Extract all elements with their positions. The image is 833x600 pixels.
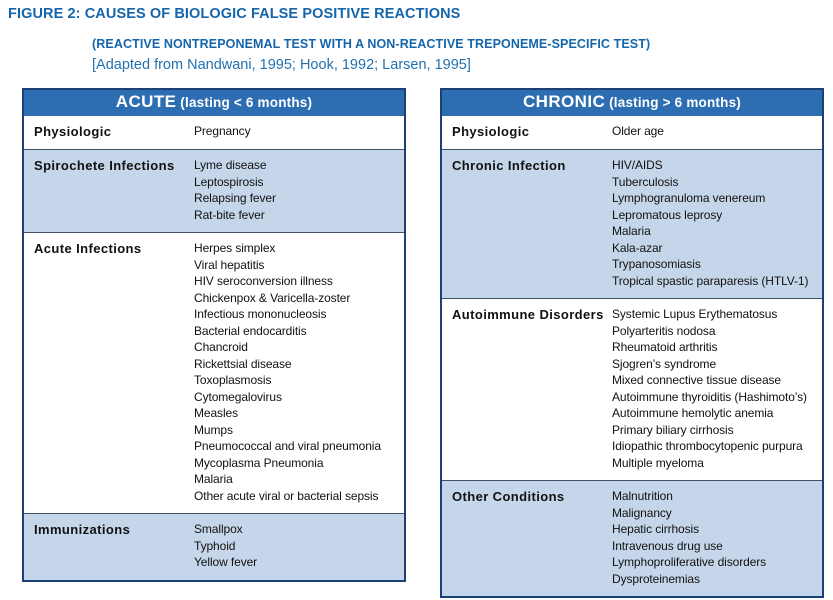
row-items-list: Smallpox Typhoid Yellow fever	[194, 514, 404, 580]
list-item: Mumps	[194, 422, 233, 437]
row-category-label: Immunizations	[34, 522, 131, 537]
list-item: Kala-azar	[612, 240, 663, 255]
list-item: Infectious mononucleosis	[194, 307, 327, 321]
list-item: Systemic Lupus Erythematosus	[612, 307, 778, 321]
row-category-label: Physiologic	[452, 124, 530, 139]
list-item: HIV/AIDS	[612, 158, 663, 172]
row-items-list: Pregnancy	[194, 116, 404, 149]
list-item: Lymphoproliferative disorders	[612, 555, 767, 569]
list-item: Lepromatous leprosy	[612, 207, 723, 222]
list-item: Autoimmune hemolytic anemia	[612, 406, 774, 420]
table-row: Acute Infections Herpes simplex Viral hepa…	[24, 232, 404, 513]
list-item: Older age	[612, 124, 664, 138]
list-item: Chancroid	[194, 340, 248, 354]
list-item: Trypanosomiasis	[612, 257, 701, 271]
list-item: Cytomegalovirus	[194, 389, 282, 404]
table-row: Spirochete Infections Lyme disease Leptosp…	[24, 149, 404, 232]
figure-title: FIGURE 2: CAUSES OF BIOLOGIC FALSE POSIT…	[8, 6, 461, 22]
list-item: Rheumatoid arthritis	[612, 340, 718, 354]
table-row: Physiologic Older age	[442, 116, 822, 149]
list-item: Mixed connective tissue disease	[612, 373, 781, 387]
table-row: Physiologic Pregnancy	[24, 116, 404, 149]
list-item: Intravenous drug use	[612, 538, 723, 553]
list-item: Sjogren’s syndrome	[612, 356, 717, 371]
list-item: Primary biliary cirrhosis	[612, 422, 734, 437]
list-item: Lymphogranuloma venereum	[612, 191, 766, 205]
list-item: Herpes simplex	[194, 241, 276, 255]
list-item: Pneumococcal and viral pneumonia	[194, 439, 381, 453]
chronic-table-header: CHRONIC (lasting > 6 months)	[442, 90, 822, 116]
chronic-table: CHRONIC (lasting > 6 months) Physiologic O…	[440, 88, 824, 598]
list-item: Multiple myeloma	[612, 455, 704, 470]
row-category-label: Other Conditions	[452, 489, 565, 504]
list-item: Tropical spastic paraparesis (HTLV-1)	[612, 273, 809, 288]
list-item: Rickettsial disease	[194, 356, 292, 371]
list-item: Dysproteinemias	[612, 571, 700, 586]
list-item: Other acute viral or bacterial sepsis	[194, 488, 379, 503]
list-item: Pregnancy	[194, 124, 251, 138]
list-item: Typhoid	[194, 538, 236, 553]
list-item: Idiopathic thrombocytopenic purpura	[612, 439, 803, 453]
figure-subtitle: (REACTIVE NONTREPONEMAL TEST WITH A NON-…	[92, 37, 651, 51]
row-items-list: Herpes simplex Viral hepatitis HIV serocon…	[194, 233, 404, 513]
list-item: Measles	[194, 406, 238, 420]
table-row: Other Conditions Malnutrition Malignancy He…	[442, 480, 822, 596]
list-item: Leptospirosis	[194, 174, 264, 189]
list-item: Polyarteritis nodosa	[612, 323, 716, 338]
list-item: Yellow fever	[194, 555, 258, 569]
row-category-label: Chronic Infection	[452, 158, 566, 173]
row-category-label: Spirochete Infections	[34, 158, 175, 173]
list-item: Viral hepatitis	[194, 257, 265, 272]
row-category-label: Acute Infections	[34, 241, 142, 256]
list-item: Malaria	[194, 472, 233, 486]
row-items-list: Systemic Lupus Erythematosus Polyarteriti…	[612, 299, 822, 480]
table-header-title: ACUTE	[115, 92, 177, 111]
row-category-label: Physiologic	[34, 124, 112, 139]
list-item: Mycoplasma Pneumonia	[194, 455, 324, 470]
list-item: Hepatic cirrhosis	[612, 522, 699, 536]
list-item: Chickenpox & Varicella-zoster	[194, 290, 351, 305]
table-row: Immunizations Smallpox Typhoid Yellow fever	[24, 513, 404, 580]
table-row: Autoimmune Disorders Systemic Lupus Eryth…	[442, 298, 822, 480]
list-item: Lyme disease	[194, 158, 267, 172]
row-items-list: Older age	[612, 116, 822, 149]
list-item: Smallpox	[194, 522, 243, 536]
list-item: Malignancy	[612, 505, 672, 520]
list-item: Relapsing fever	[194, 191, 276, 205]
row-items-list: Malnutrition Malignancy Hepatic cirrhosis I…	[612, 481, 822, 596]
list-item: Malnutrition	[612, 489, 673, 503]
row-items-list: HIV/AIDS Tuberculosis Lymphogranuloma vene…	[612, 150, 822, 298]
table-row: Chronic Infection HIV/AIDS Tuberculosis Lym…	[442, 149, 822, 298]
row-category-label: Autoimmune Disorders	[452, 307, 604, 322]
acute-table: ACUTE (lasting < 6 months) Physiologic Pre…	[22, 88, 406, 582]
row-items-list: Lyme disease Leptospirosis Relapsing fever…	[194, 150, 404, 232]
table-header-duration: (lasting > 6 months)	[605, 95, 741, 110]
acute-table-header: ACUTE (lasting < 6 months)	[24, 90, 404, 116]
list-item: HIV seroconversion illness	[194, 274, 333, 288]
list-item: Toxoplasmosis	[194, 373, 272, 387]
table-header-duration: (lasting < 6 months)	[176, 95, 313, 110]
list-item: Rat-bite fever	[194, 207, 265, 222]
table-header-title: CHRONIC	[523, 92, 606, 111]
list-item: Bacterial endocarditis	[194, 323, 307, 338]
tables-container: ACUTE (lasting < 6 months) Physiologic Pre…	[22, 88, 824, 598]
figure-citation: [Adapted from Nandwani, 1995; Hook, 1992…	[92, 57, 471, 73]
list-item: Tuberculosis	[612, 174, 679, 189]
list-item: Malaria	[612, 224, 651, 238]
list-item: Autoimmune thyroiditis (Hashimoto’s)	[612, 389, 807, 404]
